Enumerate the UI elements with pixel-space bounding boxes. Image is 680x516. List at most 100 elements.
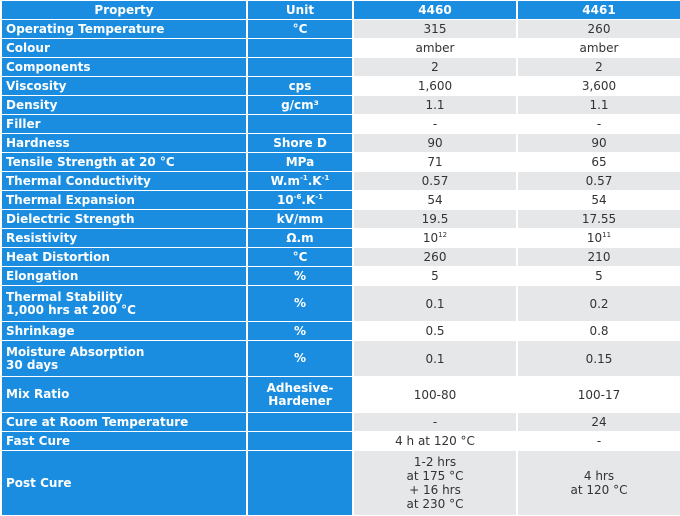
property-label: Components [2,58,246,76]
property-label: Mix Ratio [2,377,246,412]
value-4461: 2 [518,58,680,76]
value-4461: amber [518,39,680,57]
value-4461: 0.8 [518,322,680,340]
value-4460: 54 [354,191,516,209]
row-post-cure: Post Cure 1-2 hrs at 175 °C + 16 hrs at 230… [2,451,680,515]
property-label: Resistivity [2,229,246,247]
row-density: Density g/cm³ 1.1 1.1 [2,96,680,114]
value-4461: 260 [518,20,680,38]
value-4460: 4 h at 120 °C [354,432,516,450]
property-label: Thermal Expansion [2,191,246,209]
property-label: Fast Cure [2,432,246,450]
property-label: Colour [2,39,246,57]
unit-cell: °C [248,248,352,266]
value-4460: - [354,115,516,133]
unit-cell: 10-6.K-1 [248,191,352,209]
unit-cell: kV/mm [248,210,352,228]
row-moisture-absorption: Moisture Absorption 30 days % 0.1 0.15 [2,341,680,376]
unit-cell: % [248,341,352,376]
value-4461: - [518,432,680,450]
value-4460: 260 [354,248,516,266]
property-label: Hardness [2,134,246,152]
row-resistivity: Resistivity Ω.m 1012 1011 [2,229,680,247]
value-4461: 24 [518,413,680,431]
property-label: Cure at Room Temperature [2,413,246,431]
unit-cell: W.m-1.K-1 [248,172,352,190]
property-label: Tensile Strength at 20 °C [2,153,246,171]
unit-cell: g/cm³ [248,96,352,114]
unit-cell [248,115,352,133]
value-4461: 0.15 [518,341,680,376]
property-label: Heat Distortion [2,248,246,266]
value-4461: 1011 [518,229,680,247]
property-label: Thermal Stability 1,000 hrs at 200 °C [2,286,246,321]
row-shrinkage: Shrinkage % 0.5 0.8 [2,322,680,340]
property-label: Dielectric Strength [2,210,246,228]
unit-cell: % [248,322,352,340]
value-4460: 1,600 [354,77,516,95]
unit-cell: Adhesive- Hardener [248,377,352,412]
unit-cell: % [248,286,352,321]
row-dielectric-strength: Dielectric Strength kV/mm 19.5 17.55 [2,210,680,228]
value-4461: 65 [518,153,680,171]
value-4460: 0.5 [354,322,516,340]
value-4460: - [354,413,516,431]
value-4460: 19.5 [354,210,516,228]
header-product-4460: 4460 [354,1,516,19]
value-4461: 100-17 [518,377,680,412]
row-operating-temperature: Operating Temperature °C 315 260 [2,20,680,38]
row-hardness: Hardness Shore D 90 90 [2,134,680,152]
value-4461: 5 [518,267,680,285]
unit-cell: °C [248,20,352,38]
row-cure-room-temperature: Cure at Room Temperature - 24 [2,413,680,431]
value-4460: 1012 [354,229,516,247]
unit-cell [248,58,352,76]
value-4460: 71 [354,153,516,171]
unit-cell: cps [248,77,352,95]
value-4460: 1.1 [354,96,516,114]
unit-cell: MPa [248,153,352,171]
unit-cell: Shore D [248,134,352,152]
row-components: Components 2 2 [2,58,680,76]
value-4461: 17.55 [518,210,680,228]
row-viscosity: Viscosity cps 1,600 3,600 [2,77,680,95]
header-product-4461: 4461 [518,1,680,19]
value-4461: - [518,115,680,133]
row-mix-ratio: Mix Ratio Adhesive- Hardener 100-80 100-1… [2,377,680,412]
header-property: Property [2,1,246,19]
value-4460: 100-80 [354,377,516,412]
row-heat-distortion: Heat Distortion °C 260 210 [2,248,680,266]
header-unit: Unit [248,1,352,19]
property-label: Operating Temperature [2,20,246,38]
unit-cell [248,451,352,515]
row-tensile-strength: Tensile Strength at 20 °C MPa 71 65 [2,153,680,171]
row-colour: Colour amber amber [2,39,680,57]
property-label: Filler [2,115,246,133]
row-elongation: Elongation % 5 5 [2,267,680,285]
unit-cell [248,432,352,450]
value-4461: 90 [518,134,680,152]
row-filler: Filler - - [2,115,680,133]
value-4460: 1-2 hrs at 175 °C + 16 hrs at 230 °C [354,451,516,515]
value-4461: 210 [518,248,680,266]
property-label: Elongation [2,267,246,285]
value-4461: 4 hrs at 120 °C [518,451,680,515]
value-4460: 90 [354,134,516,152]
property-label: Moisture Absorption 30 days [2,341,246,376]
row-thermal-conductivity: Thermal Conductivity W.m-1.K-1 0.57 0.57 [2,172,680,190]
value-4460: 0.1 [354,341,516,376]
unit-cell [248,413,352,431]
property-label: Density [2,96,246,114]
value-4461: 0.57 [518,172,680,190]
row-thermal-expansion: Thermal Expansion 10-6.K-1 54 54 [2,191,680,209]
property-label: Thermal Conductivity [2,172,246,190]
unit-cell: % [248,267,352,285]
row-thermal-stability: Thermal Stability 1,000 hrs at 200 °C % 0… [2,286,680,321]
value-4460: 2 [354,58,516,76]
value-4460: 0.57 [354,172,516,190]
unit-cell [248,39,352,57]
value-4461: 3,600 [518,77,680,95]
value-4461: 54 [518,191,680,209]
property-label: Viscosity [2,77,246,95]
property-label: Shrinkage [2,322,246,340]
